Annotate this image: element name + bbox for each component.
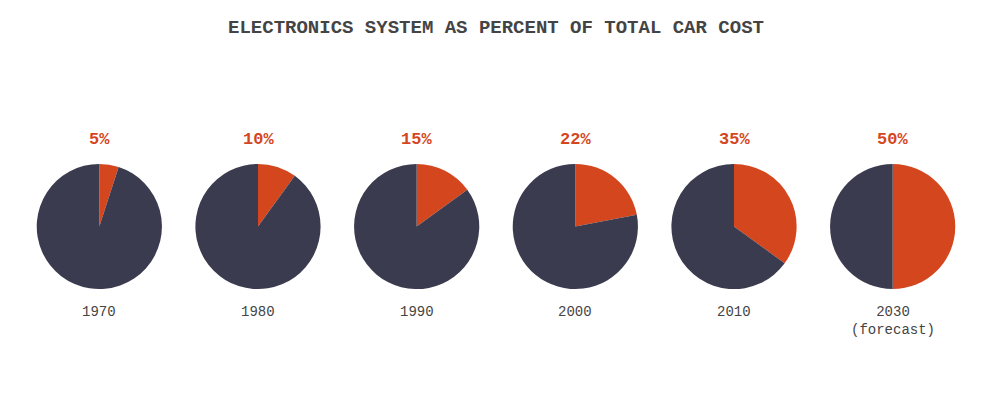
svg-text:10%: 10% [243,130,274,149]
svg-text:ELECTRONICS SYSTEM AS PERCENT: ELECTRONICS SYSTEM AS PERCENT OF TOTAL C… [228,17,764,39]
svg-text:2000: 2000 [558,304,592,320]
svg-text:5%: 5% [89,130,110,149]
svg-text:1970: 1970 [82,304,116,320]
svg-text:50%: 50% [877,130,908,149]
svg-text:35%: 35% [719,130,750,149]
svg-text:2010: 2010 [717,304,751,320]
svg-text:22%: 22% [560,130,591,149]
svg-text:15%: 15% [401,130,432,149]
svg-text:1990: 1990 [400,304,434,320]
svg-text:1980: 1980 [241,304,275,320]
svg-text:2030(forecast): 2030(forecast) [851,304,935,338]
